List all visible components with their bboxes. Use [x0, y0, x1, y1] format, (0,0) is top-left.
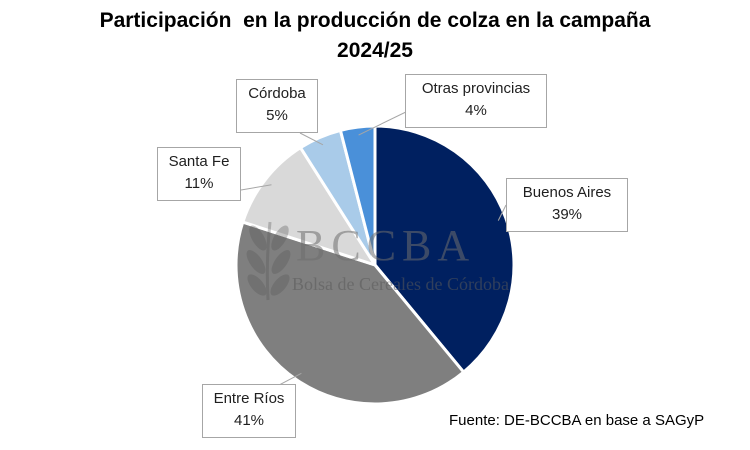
- chart-title: Participación en la producción de colza …: [0, 6, 750, 66]
- callout-label: Santa Fe: [168, 153, 230, 170]
- source-note: Fuente: DE-BCCBA en base a SAGyP: [449, 412, 705, 429]
- leader-line: [299, 132, 324, 146]
- callout-label: Córdoba: [248, 85, 306, 102]
- leader-line: [497, 204, 507, 221]
- callout-label: Otras provincias: [421, 80, 531, 97]
- leader-line: [358, 109, 411, 136]
- callout-otras-provincias: Otras provincias 4%: [405, 74, 547, 128]
- leader-line: [240, 184, 272, 191]
- watermark-title: BCCBA: [296, 221, 475, 270]
- callout-santa-fe: Santa Fe 11%: [157, 147, 241, 201]
- pie-slice-entre-r-os: [234, 220, 466, 406]
- callout-label: Entre Ríos: [213, 390, 285, 407]
- callout-entre-rios: Entre Ríos 41%: [202, 384, 296, 438]
- callout-value: 5%: [266, 107, 288, 124]
- callout-buenos-aires: Buenos Aires 39%: [506, 178, 628, 232]
- wheat-logo-icon: [246, 221, 291, 301]
- callout-label: Buenos Aires: [522, 184, 612, 201]
- callout-value: 4%: [465, 102, 487, 119]
- callout-value: 11%: [184, 175, 214, 192]
- callout-cordoba: Córdoba 5%: [236, 79, 318, 133]
- pie-slice-otras-provincias: [338, 124, 377, 266]
- chart-title-line-1: Participación en la producción de colza …: [99, 9, 651, 32]
- callout-value: 41%: [233, 412, 265, 429]
- pie-slice-buenos-aires: [373, 124, 516, 375]
- chart-title-line-2: 2024/25: [337, 39, 413, 62]
- watermark-subtitle: Bolsa de Cereales de Córdoba: [292, 274, 509, 294]
- pie-slice-santa-fe: [240, 145, 379, 268]
- watermark: BCCBA Bolsa de Cereales de Córdoba: [246, 221, 509, 301]
- callout-value: 39%: [551, 206, 583, 223]
